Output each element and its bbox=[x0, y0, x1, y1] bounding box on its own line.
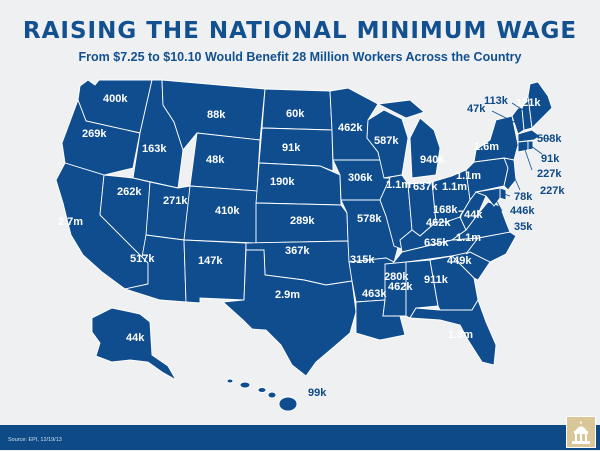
state-ct bbox=[517, 140, 529, 153]
label-tx: 2.9m bbox=[275, 289, 300, 301]
label-sc: 449k bbox=[447, 255, 472, 267]
state-ne bbox=[255, 162, 342, 206]
label-al: 462k bbox=[388, 281, 413, 293]
label-ne: 190k bbox=[270, 176, 295, 188]
label-ar: 315k bbox=[350, 254, 375, 266]
label-sd: 91k bbox=[282, 142, 301, 154]
label-ga: 911k bbox=[424, 274, 449, 286]
label-co: 410k bbox=[215, 205, 240, 217]
callout-lines bbox=[489, 102, 551, 226]
label-az: 517k bbox=[130, 253, 155, 265]
state-fl bbox=[409, 298, 497, 366]
state-me bbox=[527, 81, 553, 129]
label-id: 163k bbox=[142, 143, 167, 155]
label-ri: 91k bbox=[541, 153, 560, 165]
label-ky: 462k bbox=[426, 217, 451, 229]
label-ms: 280k bbox=[384, 271, 409, 283]
label-nm: 147k bbox=[198, 255, 223, 267]
label-nv: 262k bbox=[117, 186, 142, 198]
label-ks: 289k bbox=[290, 215, 315, 227]
label-tn: 635k bbox=[424, 237, 449, 249]
page-subtitle: From $7.25 to $10.10 Would Benefit 28 Mi… bbox=[78, 50, 522, 64]
state-nj bbox=[503, 157, 517, 191]
label-me: 121k bbox=[516, 97, 541, 109]
label-or: 269k bbox=[82, 128, 107, 140]
state-ri bbox=[527, 140, 534, 151]
label-va: 744k bbox=[458, 209, 483, 221]
label-in: 637k bbox=[413, 181, 438, 193]
source-note: Source: EPI, 12/19/13 bbox=[8, 437, 62, 443]
state-ma bbox=[517, 129, 541, 143]
state-ak bbox=[91, 307, 178, 382]
label-ct: 227k bbox=[537, 168, 562, 180]
label-nj: 227k bbox=[540, 185, 565, 197]
label-pa: 1.1m bbox=[456, 170, 481, 182]
label-ny: 1.6m bbox=[474, 141, 499, 153]
label-ok: 367k bbox=[285, 245, 310, 257]
label-wi: 587k bbox=[374, 135, 399, 147]
label-wa: 400k bbox=[103, 93, 128, 105]
label-wy: 48k bbox=[206, 154, 225, 166]
label-oh: 1.1m bbox=[442, 181, 467, 193]
label-mn: 462k bbox=[338, 122, 363, 134]
label-md: 446k bbox=[510, 205, 535, 217]
label-mi: 940k bbox=[420, 154, 445, 166]
label-hi: 99k bbox=[308, 387, 327, 399]
label-ut: 271k bbox=[163, 195, 188, 207]
label-dc: 35k bbox=[514, 221, 533, 233]
state-tx bbox=[221, 249, 357, 377]
label-mo: 578k bbox=[357, 213, 382, 225]
label-fl: 1.8m bbox=[448, 329, 473, 341]
label-nd: 60k bbox=[286, 108, 305, 120]
label-wv: 168k bbox=[433, 204, 458, 216]
label-mt: 88k bbox=[207, 109, 226, 121]
label-vt: 47k bbox=[467, 103, 486, 115]
state-ny bbox=[473, 115, 519, 163]
footer-bar bbox=[0, 425, 600, 450]
label-il: 1.1m bbox=[386, 179, 411, 191]
capitol-seal-icon bbox=[566, 416, 596, 448]
page-title: RAISING THE NATIONAL MINIMUM WAGE bbox=[22, 18, 578, 44]
state-il bbox=[379, 174, 413, 251]
label-de: 78k bbox=[514, 191, 533, 203]
label-nc: 1.1m bbox=[456, 232, 481, 244]
state-nm bbox=[183, 239, 247, 304]
state-hi bbox=[226, 378, 298, 412]
state-wy bbox=[189, 132, 261, 192]
state-ut bbox=[145, 181, 191, 241]
label-ak: 44k bbox=[126, 332, 145, 344]
state-mi bbox=[376, 99, 441, 179]
state-value-labels: 400k 269k 2.7m 163k 262k 88k 48k 271k 51… bbox=[58, 93, 565, 399]
label-ia: 306k bbox=[348, 172, 373, 184]
label-nh: 113k bbox=[484, 95, 509, 107]
label-la: 463k bbox=[362, 288, 387, 300]
label-ca: 2.7m bbox=[58, 216, 83, 228]
label-ma: 508k bbox=[537, 133, 562, 145]
state-or bbox=[61, 98, 141, 176]
